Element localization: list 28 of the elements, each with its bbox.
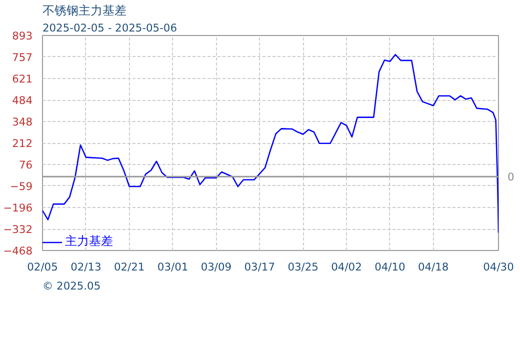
y-tick-label: 212 xyxy=(12,137,33,150)
y-tick-label: 757 xyxy=(12,50,33,64)
line-series xyxy=(42,54,498,234)
y-tick-label: 484 xyxy=(12,94,33,108)
x-tick-label: 03/17 xyxy=(244,260,276,274)
x-tick-label: 02/13 xyxy=(70,260,102,274)
x-tick-label: 04/18 xyxy=(418,260,449,274)
x-tick-label: 02/05 xyxy=(27,260,58,274)
chart-title: 不锈钢主力基差 xyxy=(42,4,126,18)
legend-label: 主力基差 xyxy=(65,233,113,250)
x-tick-label: 04/10 xyxy=(374,260,406,274)
y-tick-label: 348 xyxy=(12,116,33,129)
x-tick-label: 02/21 xyxy=(114,260,145,274)
x-tick-label: 03/09 xyxy=(200,260,232,274)
y-tick-label: −196 xyxy=(3,202,33,215)
y-tick-label: −332 xyxy=(3,223,33,236)
chart-subtitle: 2025-02-05 - 2025-05-06 xyxy=(42,22,178,34)
x-tick-label: 03/01 xyxy=(157,260,188,274)
y-tick-label: 621 xyxy=(12,72,33,86)
x-tick-label: 04/30 xyxy=(483,260,514,274)
x-tick-label: 03/25 xyxy=(288,260,318,274)
y-tick-label: −59 xyxy=(10,180,33,193)
y-tick-label: 893 xyxy=(12,30,33,42)
ref-line-label: 0 xyxy=(508,170,514,184)
x-tick-label: 04/02 xyxy=(331,260,362,274)
y-tick-label: −468 xyxy=(3,244,33,258)
y-tick-label: 76 xyxy=(18,158,33,172)
text: © 2025.05 xyxy=(42,280,101,292)
